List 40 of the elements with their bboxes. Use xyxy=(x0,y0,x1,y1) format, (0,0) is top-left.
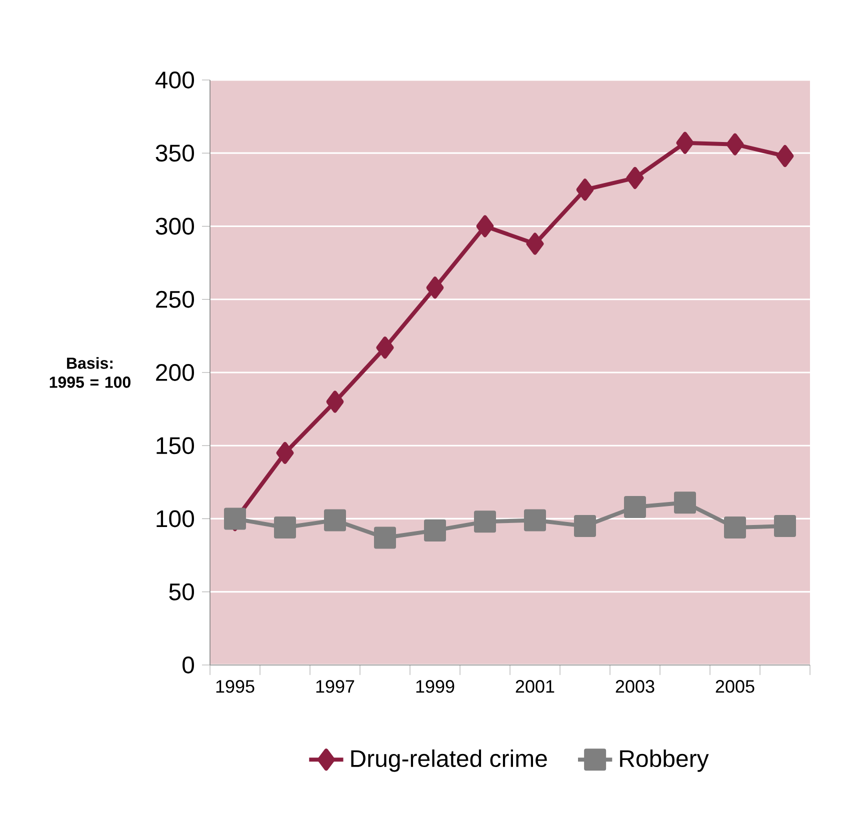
point xyxy=(476,215,494,238)
x-tick-label: 2001 xyxy=(516,680,554,693)
y-tick-label: 200 xyxy=(156,364,194,381)
y-axis-title: Basis: 1995 = 100 xyxy=(50,357,130,388)
point xyxy=(576,178,594,201)
point xyxy=(474,510,496,533)
point xyxy=(524,509,546,532)
y-tick-label: 50 xyxy=(169,583,194,600)
legend-label: Drug-related crime xyxy=(351,749,547,772)
point xyxy=(424,519,446,542)
point xyxy=(574,515,596,538)
point xyxy=(674,492,696,514)
point xyxy=(276,442,294,464)
x-tick-label: 2003 xyxy=(616,680,654,693)
y-tick-label: 150 xyxy=(156,437,194,454)
y-tick-label: 400 xyxy=(155,72,194,88)
point xyxy=(326,390,344,413)
y-tick-label: 0 xyxy=(182,656,194,674)
point xyxy=(774,515,796,538)
point xyxy=(426,276,444,299)
y-tick-label: 250 xyxy=(156,290,194,308)
point xyxy=(776,145,794,168)
point xyxy=(526,232,544,255)
y-tick-label: 300 xyxy=(156,218,194,235)
point xyxy=(274,516,296,539)
point xyxy=(626,166,644,189)
x-tick-label: 2005 xyxy=(716,680,754,693)
legend-label: Robbery xyxy=(620,749,709,772)
x-tick-label: 1997 xyxy=(316,680,354,693)
point xyxy=(324,509,346,532)
point xyxy=(676,132,694,154)
point xyxy=(374,526,396,549)
point xyxy=(726,133,744,156)
point xyxy=(376,336,394,359)
y-tick-label: 100 xyxy=(156,510,194,528)
point xyxy=(724,516,746,539)
point xyxy=(624,496,646,518)
y-tick-label: 350 xyxy=(156,144,194,162)
x-tick-label: 1995 xyxy=(216,680,254,693)
x-tick-label: 1999 xyxy=(416,680,454,693)
